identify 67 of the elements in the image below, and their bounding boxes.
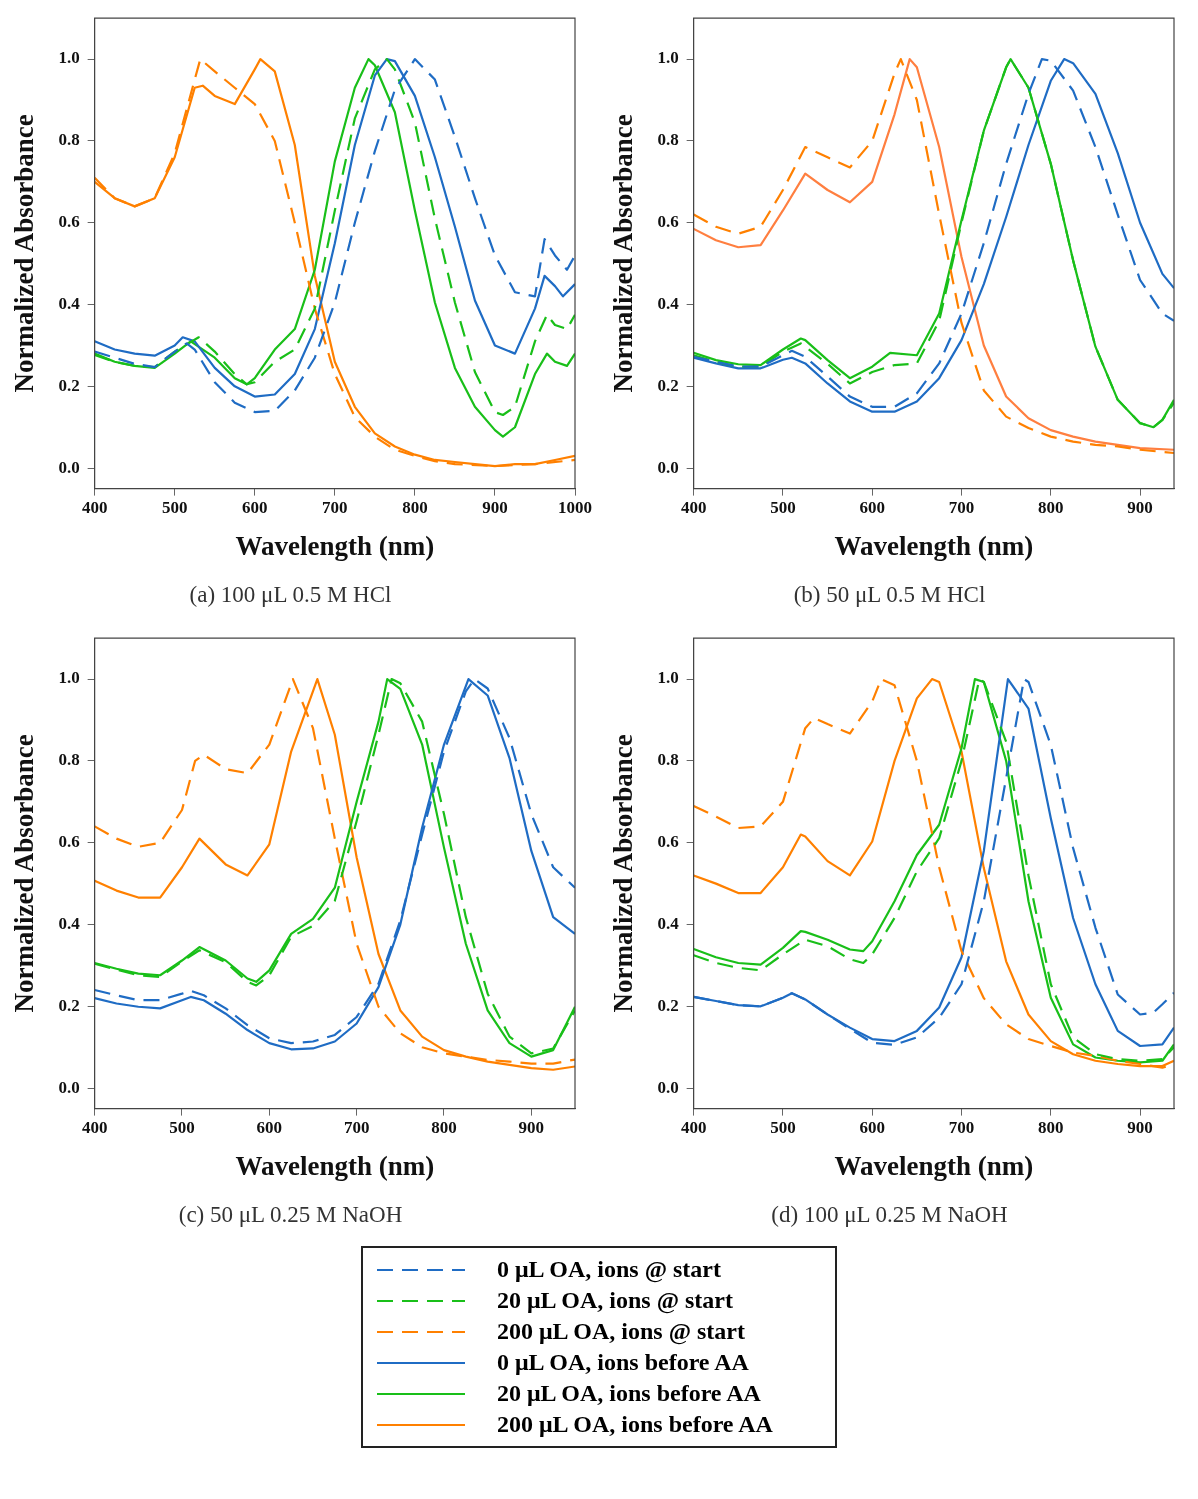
legend-label: 0 μL OA, ions before AA	[497, 1349, 749, 1376]
x-axis-title: Wavelength (nm)	[235, 531, 435, 562]
legend-label: 20 μL OA, ions before AA	[497, 1380, 761, 1407]
y-tick-label: 0.4	[58, 293, 81, 313]
x-tick-label: 800	[1038, 498, 1064, 518]
y-tick-label: 1.0	[58, 668, 80, 688]
x-tick-label: 500	[161, 498, 188, 518]
y-tick-label: 0.8	[657, 130, 679, 150]
y-tick-label: 0.4	[657, 913, 680, 933]
x-tick-label: 400	[680, 1118, 707, 1138]
x-tick-label: 700	[343, 1118, 370, 1138]
x-tick-label: 1000	[558, 498, 592, 518]
x-tick-label: 900	[482, 498, 508, 518]
x-tick-label: 800	[402, 498, 428, 518]
x-axis-title: Wavelength (nm)	[235, 1151, 435, 1182]
y-tick-label: 0.8	[58, 750, 80, 770]
legend-label: 20 μL OA, ions @ start	[497, 1287, 733, 1314]
y-tick-label: 0.4	[657, 293, 680, 313]
text: (c) 50 μL 0.25 M NaOH	[178, 1202, 403, 1228]
text: (d) 100 μL 0.25 M NaOH	[771, 1202, 1008, 1228]
y-tick-label: 0.8	[657, 750, 679, 770]
x-tick-label: 600	[859, 498, 885, 518]
y-tick-label: 1.0	[657, 668, 679, 688]
y-axis-title: Normalized Absorbance	[9, 114, 40, 393]
text: (a) 100 μL 0.5 M HCl	[189, 582, 392, 608]
y-axis-title: Normalized Absorbance	[9, 734, 40, 1013]
x-tick-label: 900	[518, 1118, 545, 1138]
y-tick-label: 0.0	[58, 457, 80, 477]
x-axis-title: Wavelength (nm)	[834, 1151, 1034, 1182]
y-tick-label: 0.2	[58, 375, 80, 395]
x-tick-label: 500	[770, 498, 796, 518]
x-tick-label: 700	[948, 1118, 975, 1138]
x-axis-title: Wavelength (nm)	[834, 531, 1034, 562]
y-tick-label: 0.2	[58, 995, 80, 1015]
x-tick-label: 600	[242, 498, 268, 518]
x-tick-label: 600	[859, 1118, 885, 1138]
x-tick-label: 700	[948, 498, 975, 518]
y-tick-label: 0.2	[657, 995, 679, 1015]
x-tick-label: 800	[1038, 1118, 1064, 1138]
y-tick-label: 0.6	[657, 832, 679, 852]
text: (b) 50 μL 0.5 M HCl	[793, 582, 986, 608]
y-tick-label: 0.6	[58, 212, 80, 232]
y-tick-label: 0.4	[58, 913, 81, 933]
y-tick-label: 0.8	[58, 130, 80, 150]
x-tick-label: 400	[81, 498, 108, 518]
y-tick-label: 1.0	[657, 48, 679, 68]
x-tick-label: 500	[770, 1118, 796, 1138]
x-tick-label: 700	[322, 498, 348, 518]
x-tick-label: 400	[680, 498, 707, 518]
x-tick-label: 500	[169, 1118, 195, 1138]
y-tick-label: 0.0	[58, 1077, 80, 1097]
y-tick-label: 0.0	[657, 1077, 679, 1097]
y-tick-label: 0.6	[657, 212, 679, 232]
y-axis-title: Normalized Absorbance	[608, 114, 639, 393]
x-tick-label: 600	[256, 1118, 283, 1138]
x-tick-label: 900	[1127, 498, 1153, 518]
legend-label: 200 μL OA, ions before AA	[497, 1411, 773, 1438]
legend-label: 200 μL OA, ions @ start	[497, 1318, 745, 1345]
x-tick-label: 400	[81, 1118, 108, 1138]
legend-label: 0 μL OA, ions @ start	[497, 1256, 721, 1283]
x-tick-label: 900	[1127, 1118, 1153, 1138]
y-tick-label: 1.0	[58, 48, 80, 68]
y-tick-label: 0.2	[657, 375, 679, 395]
y-axis-title: Normalized Absorbance	[608, 734, 639, 1013]
y-tick-label: 0.0	[657, 457, 679, 477]
x-tick-label: 800	[431, 1118, 457, 1138]
y-tick-label: 0.6	[58, 832, 80, 852]
